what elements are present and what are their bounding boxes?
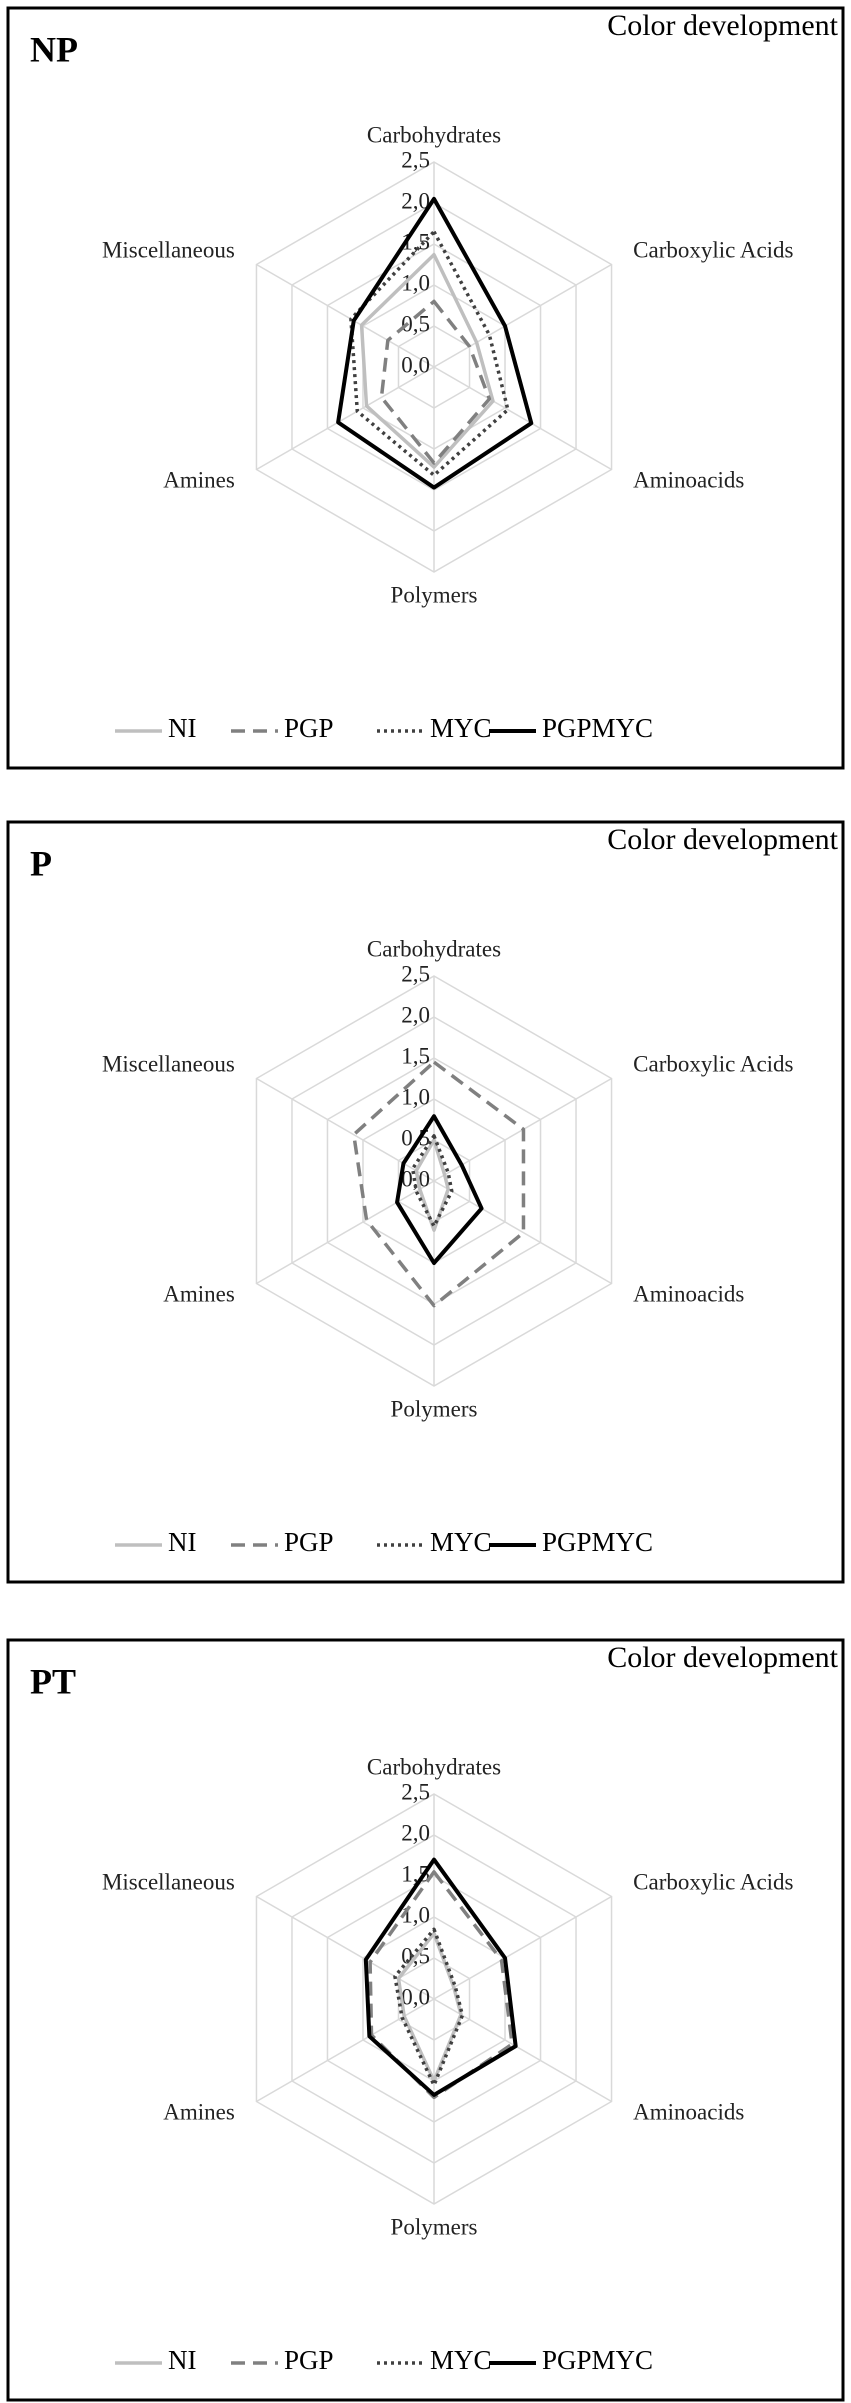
category-label: Amines (163, 1281, 235, 1306)
legend-label: PGP (284, 1527, 334, 1557)
legend-label: NI (168, 2345, 197, 2375)
category-label: Amines (163, 467, 235, 492)
series-line (414, 1138, 450, 1232)
panel-frame (6, 6, 845, 770)
category-label: Miscellaneous (102, 1051, 235, 1076)
r-tick-label: 2,5 (401, 961, 430, 986)
spoke (256, 1998, 435, 2103)
legend-label: PGPMYC (542, 2345, 653, 2375)
category-label: Aminoacids (633, 1281, 744, 1306)
category-label: Carbohydrates (367, 936, 501, 961)
spoke (433, 263, 612, 368)
series-line (363, 1857, 518, 2097)
category-label: Carbohydrates (367, 122, 501, 147)
category-label: Amines (163, 2099, 235, 2124)
r-tick-label: 1,5 (401, 1043, 430, 1068)
spoke (433, 1180, 612, 1285)
radar-panel: NP Color development Carbohydrates Carboxyl… (6, 6, 845, 770)
r-tick-label: 2,5 (401, 1779, 430, 1804)
spoke (256, 1180, 435, 1285)
category-label: Polymers (391, 582, 478, 607)
panel-label: NP (30, 29, 78, 69)
chart-title: Color development (607, 1641, 838, 1674)
category-label: Miscellaneous (102, 1869, 235, 1894)
legend-label: MYC (430, 1527, 492, 1557)
legend-label: MYC (430, 2345, 492, 2375)
radar-panel: PT Color development Carbohydrates Carboxyl… (6, 1638, 845, 2402)
legend-label: MYC (430, 713, 492, 743)
series-line (349, 229, 510, 477)
category-label: Polymers (391, 2214, 478, 2239)
r-tick-label: 2,5 (401, 147, 430, 172)
category-label: Carbohydrates (367, 1754, 501, 1779)
category-label: Aminoacids (633, 2099, 744, 2124)
legend-label: PGPMYC (542, 1527, 653, 1557)
series-line (379, 299, 492, 465)
legend-label: NI (168, 713, 197, 743)
panel-frame (6, 1638, 845, 2402)
category-label: Carboxylic Acids (633, 237, 793, 262)
series-line (393, 1927, 465, 2087)
legend-label: PGP (284, 713, 334, 743)
chart-title: Color development (607, 823, 838, 856)
spoke (433, 366, 612, 471)
legend-label: NI (168, 1527, 197, 1557)
r-tick-label: 0,0 (401, 352, 430, 377)
r-tick-label: 2,0 (401, 1002, 430, 1027)
series-line (352, 1060, 526, 1308)
category-label: Carboxylic Acids (633, 1869, 793, 1894)
category-label: Miscellaneous (102, 237, 235, 262)
panel-label: PT (30, 1661, 76, 1701)
series-line (359, 252, 495, 469)
legend-label: PGPMYC (542, 713, 653, 743)
radar-panel: P Color development Carbohydrates Carboxyli… (6, 820, 845, 1584)
spoke (256, 1895, 435, 2000)
spoke (433, 1895, 612, 2000)
panel-label: P (30, 843, 52, 883)
r-tick-label: 0,0 (401, 1984, 430, 2009)
spoke (256, 366, 435, 471)
series-line (395, 1114, 484, 1265)
category-label: Carboxylic Acids (633, 1051, 793, 1076)
spoke (433, 1998, 612, 2103)
category-label: Aminoacids (633, 467, 744, 492)
spoke (256, 263, 435, 368)
r-tick-label: 2,0 (401, 1820, 430, 1845)
r-tick-label: 1,0 (401, 1902, 430, 1927)
chart-title: Color development (607, 9, 838, 42)
series-line (336, 196, 534, 490)
legend-label: PGP (284, 2345, 334, 2375)
series-line (368, 1870, 514, 2100)
category-label: Polymers (391, 1396, 478, 1421)
panel-frame (6, 820, 845, 1584)
